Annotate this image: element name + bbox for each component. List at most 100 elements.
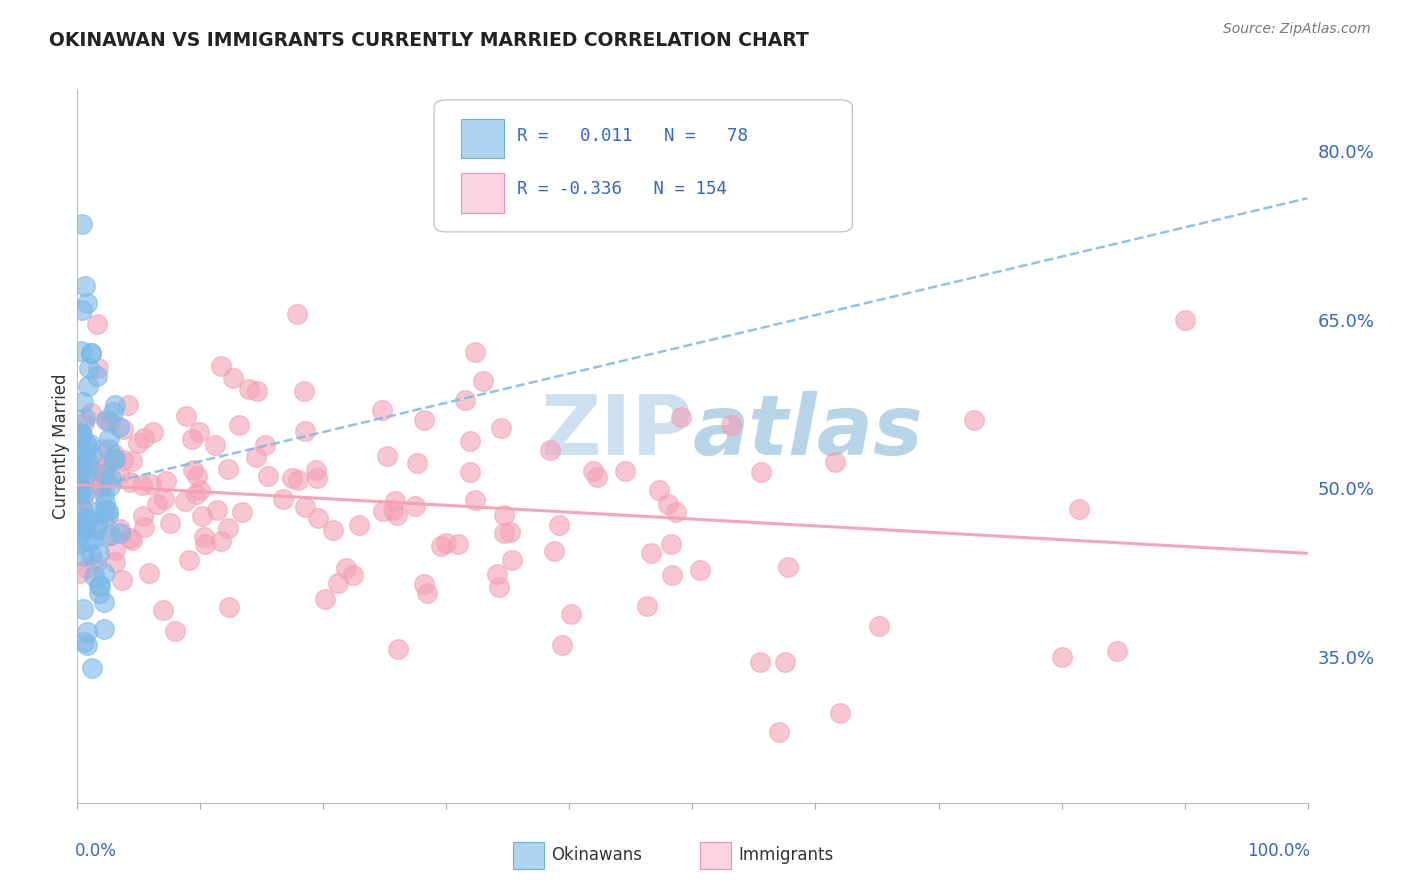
Point (314, 592, 336, 607)
Point (89, 579, 111, 593)
Point (281, 471, 304, 485)
Point (751, 465, 773, 479)
Point (434, 536, 457, 550)
Point (245, 450, 267, 465)
Text: Immigrants: Immigrants (738, 847, 834, 864)
Point (93, 510, 115, 524)
Point (104, 398, 127, 412)
Point (73, 410, 96, 425)
Point (429, 539, 451, 553)
Point (661, 567, 683, 582)
Point (97, 508, 120, 522)
Point (87, 546, 110, 560)
Point (186, 469, 208, 483)
Point (285, 307, 308, 321)
Point (464, 345, 486, 359)
Point (73, 487, 96, 501)
Point (87, 361, 110, 376)
Point (447, 537, 470, 551)
Point (97, 504, 120, 518)
Point (454, 392, 477, 407)
Point (89, 578, 111, 592)
Point (84, 505, 107, 519)
Point (76, 534, 98, 549)
Point (665, 505, 688, 519)
Point (94, 503, 117, 517)
Point (246, 384, 269, 398)
Point (488, 580, 510, 594)
Point (322, 523, 344, 537)
Point (139, 477, 162, 491)
Point (80, 449, 103, 463)
Point (69, 485, 91, 500)
Point (104, 543, 127, 558)
Point (659, 537, 682, 551)
Point (294, 424, 316, 438)
Point (72, 303, 94, 318)
Point (70, 509, 93, 524)
Point (93, 595, 115, 609)
Point (194, 537, 217, 551)
Point (132, 519, 155, 533)
Point (155, 475, 177, 489)
FancyBboxPatch shape (434, 100, 852, 232)
Text: 100.0%: 100.0% (1247, 842, 1310, 860)
Point (121, 454, 143, 468)
Point (73, 523, 96, 537)
Point (80, 548, 103, 562)
Bar (461, 120, 505, 159)
Point (76, 625, 98, 640)
Text: OKINAWAN VS IMMIGRANTS CURRENTLY MARRIED CORRELATION CHART: OKINAWAN VS IMMIGRANTS CURRENTLY MARRIED… (49, 31, 808, 50)
Point (103, 447, 125, 461)
Point (86, 522, 108, 536)
Point (209, 359, 232, 374)
Point (181, 433, 204, 447)
Text: atlas: atlas (693, 392, 924, 472)
Point (76, 452, 98, 467)
Point (93, 467, 115, 481)
Point (67, 425, 90, 439)
Point (98, 479, 121, 493)
Point (494, 526, 516, 541)
Point (586, 470, 609, 484)
Point (120, 475, 142, 489)
Point (142, 425, 165, 439)
Point (1050, 649, 1073, 664)
Point (543, 544, 565, 558)
Point (188, 483, 211, 497)
Point (72, 395, 94, 409)
Point (384, 494, 406, 508)
Point (193, 530, 215, 544)
Point (152, 603, 174, 617)
Point (72, 602, 94, 616)
Point (72, 515, 94, 529)
Point (67, 466, 90, 480)
Point (101, 405, 124, 419)
Point (640, 546, 662, 560)
Point (382, 503, 405, 517)
Point (80, 346, 103, 360)
Point (173, 494, 195, 508)
Point (93, 566, 115, 580)
Point (669, 409, 692, 424)
Point (73, 278, 96, 293)
Point (307, 471, 329, 485)
Text: R =   0.011   N =   78: R = 0.011 N = 78 (516, 127, 748, 145)
Point (107, 419, 129, 434)
Point (82, 532, 104, 546)
Point (67, 537, 90, 551)
Point (830, 706, 852, 720)
Point (204, 438, 226, 452)
Point (464, 492, 486, 507)
Point (67, 530, 90, 544)
Point (370, 402, 392, 417)
Point (98, 416, 121, 430)
Point (86, 368, 108, 383)
Point (76, 561, 98, 575)
Point (73, 468, 96, 483)
Point (77, 379, 100, 393)
Point (375, 449, 398, 463)
Point (501, 553, 523, 567)
Point (67, 467, 90, 481)
Point (69, 518, 91, 533)
